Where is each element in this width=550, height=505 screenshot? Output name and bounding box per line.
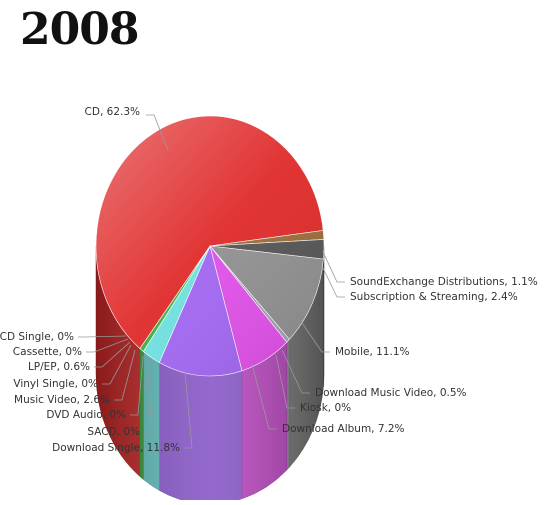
pie-top-shine	[96, 116, 324, 376]
slice-label-download-single: Download Single, 11.8%	[52, 442, 180, 454]
slice-label-cd-single: CD Single, 0%	[0, 331, 74, 343]
slice-label-subscription-streaming: Subscription & Streaming, 2.4%	[350, 291, 518, 303]
leader-line-cd	[146, 114, 169, 151]
slice-label-vinyl-single: Vinyl Single, 0%	[13, 378, 98, 390]
slice-label-mobile: Mobile, 11.1%	[335, 346, 409, 358]
slice-label-cassette: Cassette, 0%	[13, 346, 82, 358]
chart-title: 2008	[20, 4, 139, 55]
slice-label-sacd: SACD, 0%	[87, 426, 140, 438]
slice-label-soundexchange-distributions: SoundExchange Distributions, 1.1%	[350, 276, 538, 288]
leader-line-soundexchange-distributions	[322, 251, 345, 283]
leader-line-lp-ep	[94, 341, 131, 368]
slice-label-lp-ep: LP/EP, 0.6%	[28, 361, 90, 373]
leader-line-download-single	[184, 371, 193, 449]
leader-line-download-album	[251, 363, 277, 430]
slice-label-cd: CD, 62.3%	[85, 106, 140, 118]
leader-line-download-music-video	[281, 349, 310, 394]
slice-label-dvd-audio: DVD Audio, 0%	[46, 409, 126, 421]
leader-line-kiosk	[275, 354, 295, 409]
leader-line-music-video	[114, 349, 136, 401]
leader-line-cd-single	[78, 335, 127, 338]
slice-label-music-video: Music Video, 2.6%	[14, 394, 110, 406]
slice-label-kiosk: Kiosk, 0%	[300, 402, 351, 414]
pie-wall-shading	[96, 246, 324, 504]
leader-line-subscription-streaming	[322, 267, 345, 298]
leader-line-vinyl-single	[102, 344, 132, 385]
leader-line-cassette	[86, 338, 129, 353]
leader-line-sacd	[144, 359, 153, 433]
slice-label-download-album: Download Album, 7.2%	[282, 423, 405, 435]
slice-label-download-music-video: Download Music Video, 0.5%	[315, 387, 467, 399]
leader-line-mobile	[299, 319, 330, 353]
leader-line-dvd-audio	[130, 355, 144, 416]
